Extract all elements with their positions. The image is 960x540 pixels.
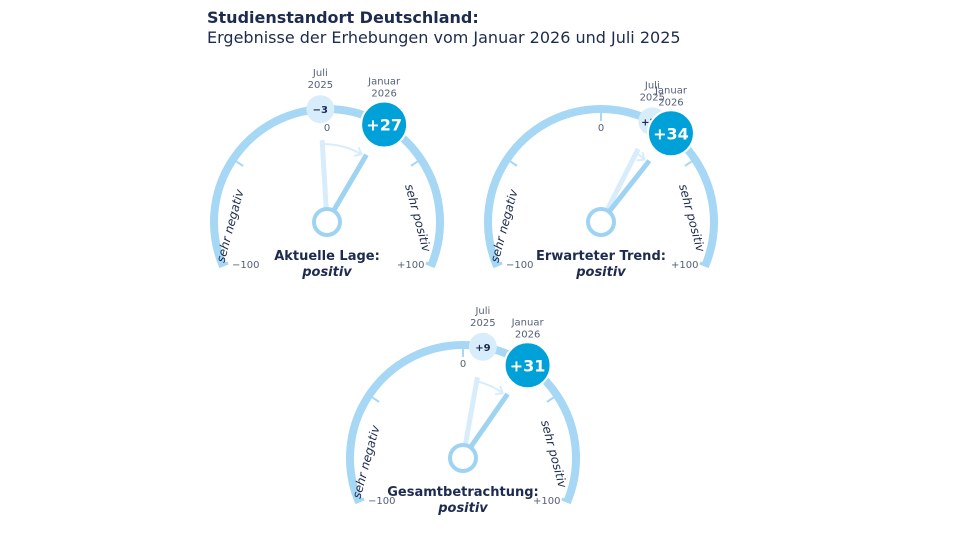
change-arrow bbox=[476, 380, 504, 395]
label-very-positive: sehr positiv bbox=[676, 182, 708, 254]
chart-title: Studienstandort Deutschland: bbox=[207, 8, 479, 27]
series-label-current: 2026 bbox=[658, 97, 683, 108]
badge-current bbox=[360, 100, 409, 149]
gauge-label: Aktuelle Lage: bbox=[274, 249, 380, 264]
arrow-head-icon bbox=[636, 151, 646, 162]
label-very-positive: sehr positiv bbox=[538, 418, 570, 490]
tick-label-max: +100 bbox=[533, 496, 560, 507]
tick-label-min: −100 bbox=[506, 260, 533, 271]
needle-pivot bbox=[312, 207, 342, 237]
series-label-current: Januar bbox=[511, 317, 545, 328]
gauge-tick bbox=[410, 160, 419, 167]
tick-label-min: −100 bbox=[232, 260, 259, 271]
gauge-end-cap bbox=[218, 261, 229, 269]
tick-label-max: +100 bbox=[397, 260, 424, 271]
needle-current bbox=[331, 153, 369, 212]
needle-previous bbox=[319, 139, 329, 209]
needle-current bbox=[607, 159, 652, 213]
badge-current-value: +34 bbox=[653, 124, 689, 143]
gauge-label: Gesamtbetrachtung: bbox=[387, 485, 538, 500]
needle-pivot bbox=[448, 443, 478, 473]
gauge-tick bbox=[235, 160, 244, 167]
gauge-label: Erwarteter Trend: bbox=[536, 249, 666, 264]
chart-subtitle: Ergebnisse der Erhebungen vom Januar 202… bbox=[207, 28, 681, 47]
gauge-tick bbox=[371, 396, 380, 403]
badge-previous-value: −3 bbox=[313, 105, 328, 116]
series-label-previous: 2025 bbox=[640, 92, 665, 103]
series-label-current: 2026 bbox=[371, 89, 396, 100]
badge-previous bbox=[306, 95, 335, 124]
gauge-end-cap bbox=[425, 261, 436, 269]
gauge-verdict: positiv bbox=[437, 501, 488, 516]
gauge-tick bbox=[509, 160, 518, 167]
arrow-head-icon bbox=[494, 385, 505, 396]
series-label-current: 2026 bbox=[515, 329, 540, 340]
tick-label-zero: 0 bbox=[460, 359, 466, 370]
tick-label-max: +100 bbox=[671, 260, 698, 271]
gauge-end-cap bbox=[699, 261, 710, 269]
badge-current-value: +31 bbox=[510, 356, 546, 375]
series-label-previous: Juli bbox=[474, 306, 490, 317]
gauge-end-cap bbox=[561, 497, 572, 505]
change-arrow bbox=[322, 143, 363, 156]
gauge-end-cap bbox=[354, 497, 365, 505]
badge-previous bbox=[468, 332, 497, 361]
tick-label-zero: 0 bbox=[598, 123, 604, 134]
gauge-tick bbox=[546, 396, 555, 403]
gauge-verdict: positiv bbox=[575, 265, 626, 280]
gauge-verdict: positiv bbox=[301, 265, 352, 280]
needle-previous bbox=[463, 376, 480, 445]
arrow-head-icon bbox=[353, 146, 363, 157]
series-label-previous: 2025 bbox=[308, 80, 333, 91]
tick-label-min: −100 bbox=[368, 496, 395, 507]
badge-current-value: +27 bbox=[366, 116, 402, 135]
gauge-tick bbox=[684, 160, 693, 167]
needle-pivot bbox=[586, 207, 616, 237]
gauge-arc bbox=[484, 105, 718, 267]
series-label-current: Januar bbox=[654, 85, 688, 96]
series-label-previous: Juli bbox=[312, 68, 328, 79]
label-very-positive: sehr positiv bbox=[402, 182, 434, 254]
badge-current bbox=[503, 341, 552, 390]
badge-current bbox=[646, 109, 695, 158]
series-label-current: Januar bbox=[367, 77, 401, 88]
series-label-previous: Juli bbox=[644, 80, 660, 91]
gauge-arc bbox=[346, 341, 580, 503]
badge-previous-value: +9 bbox=[475, 343, 490, 354]
needle-previous bbox=[605, 147, 641, 211]
tick-label-zero: 0 bbox=[324, 123, 330, 134]
series-label-previous: 2025 bbox=[470, 318, 495, 329]
gauge-end-cap bbox=[492, 261, 503, 269]
needle-current bbox=[468, 392, 510, 448]
